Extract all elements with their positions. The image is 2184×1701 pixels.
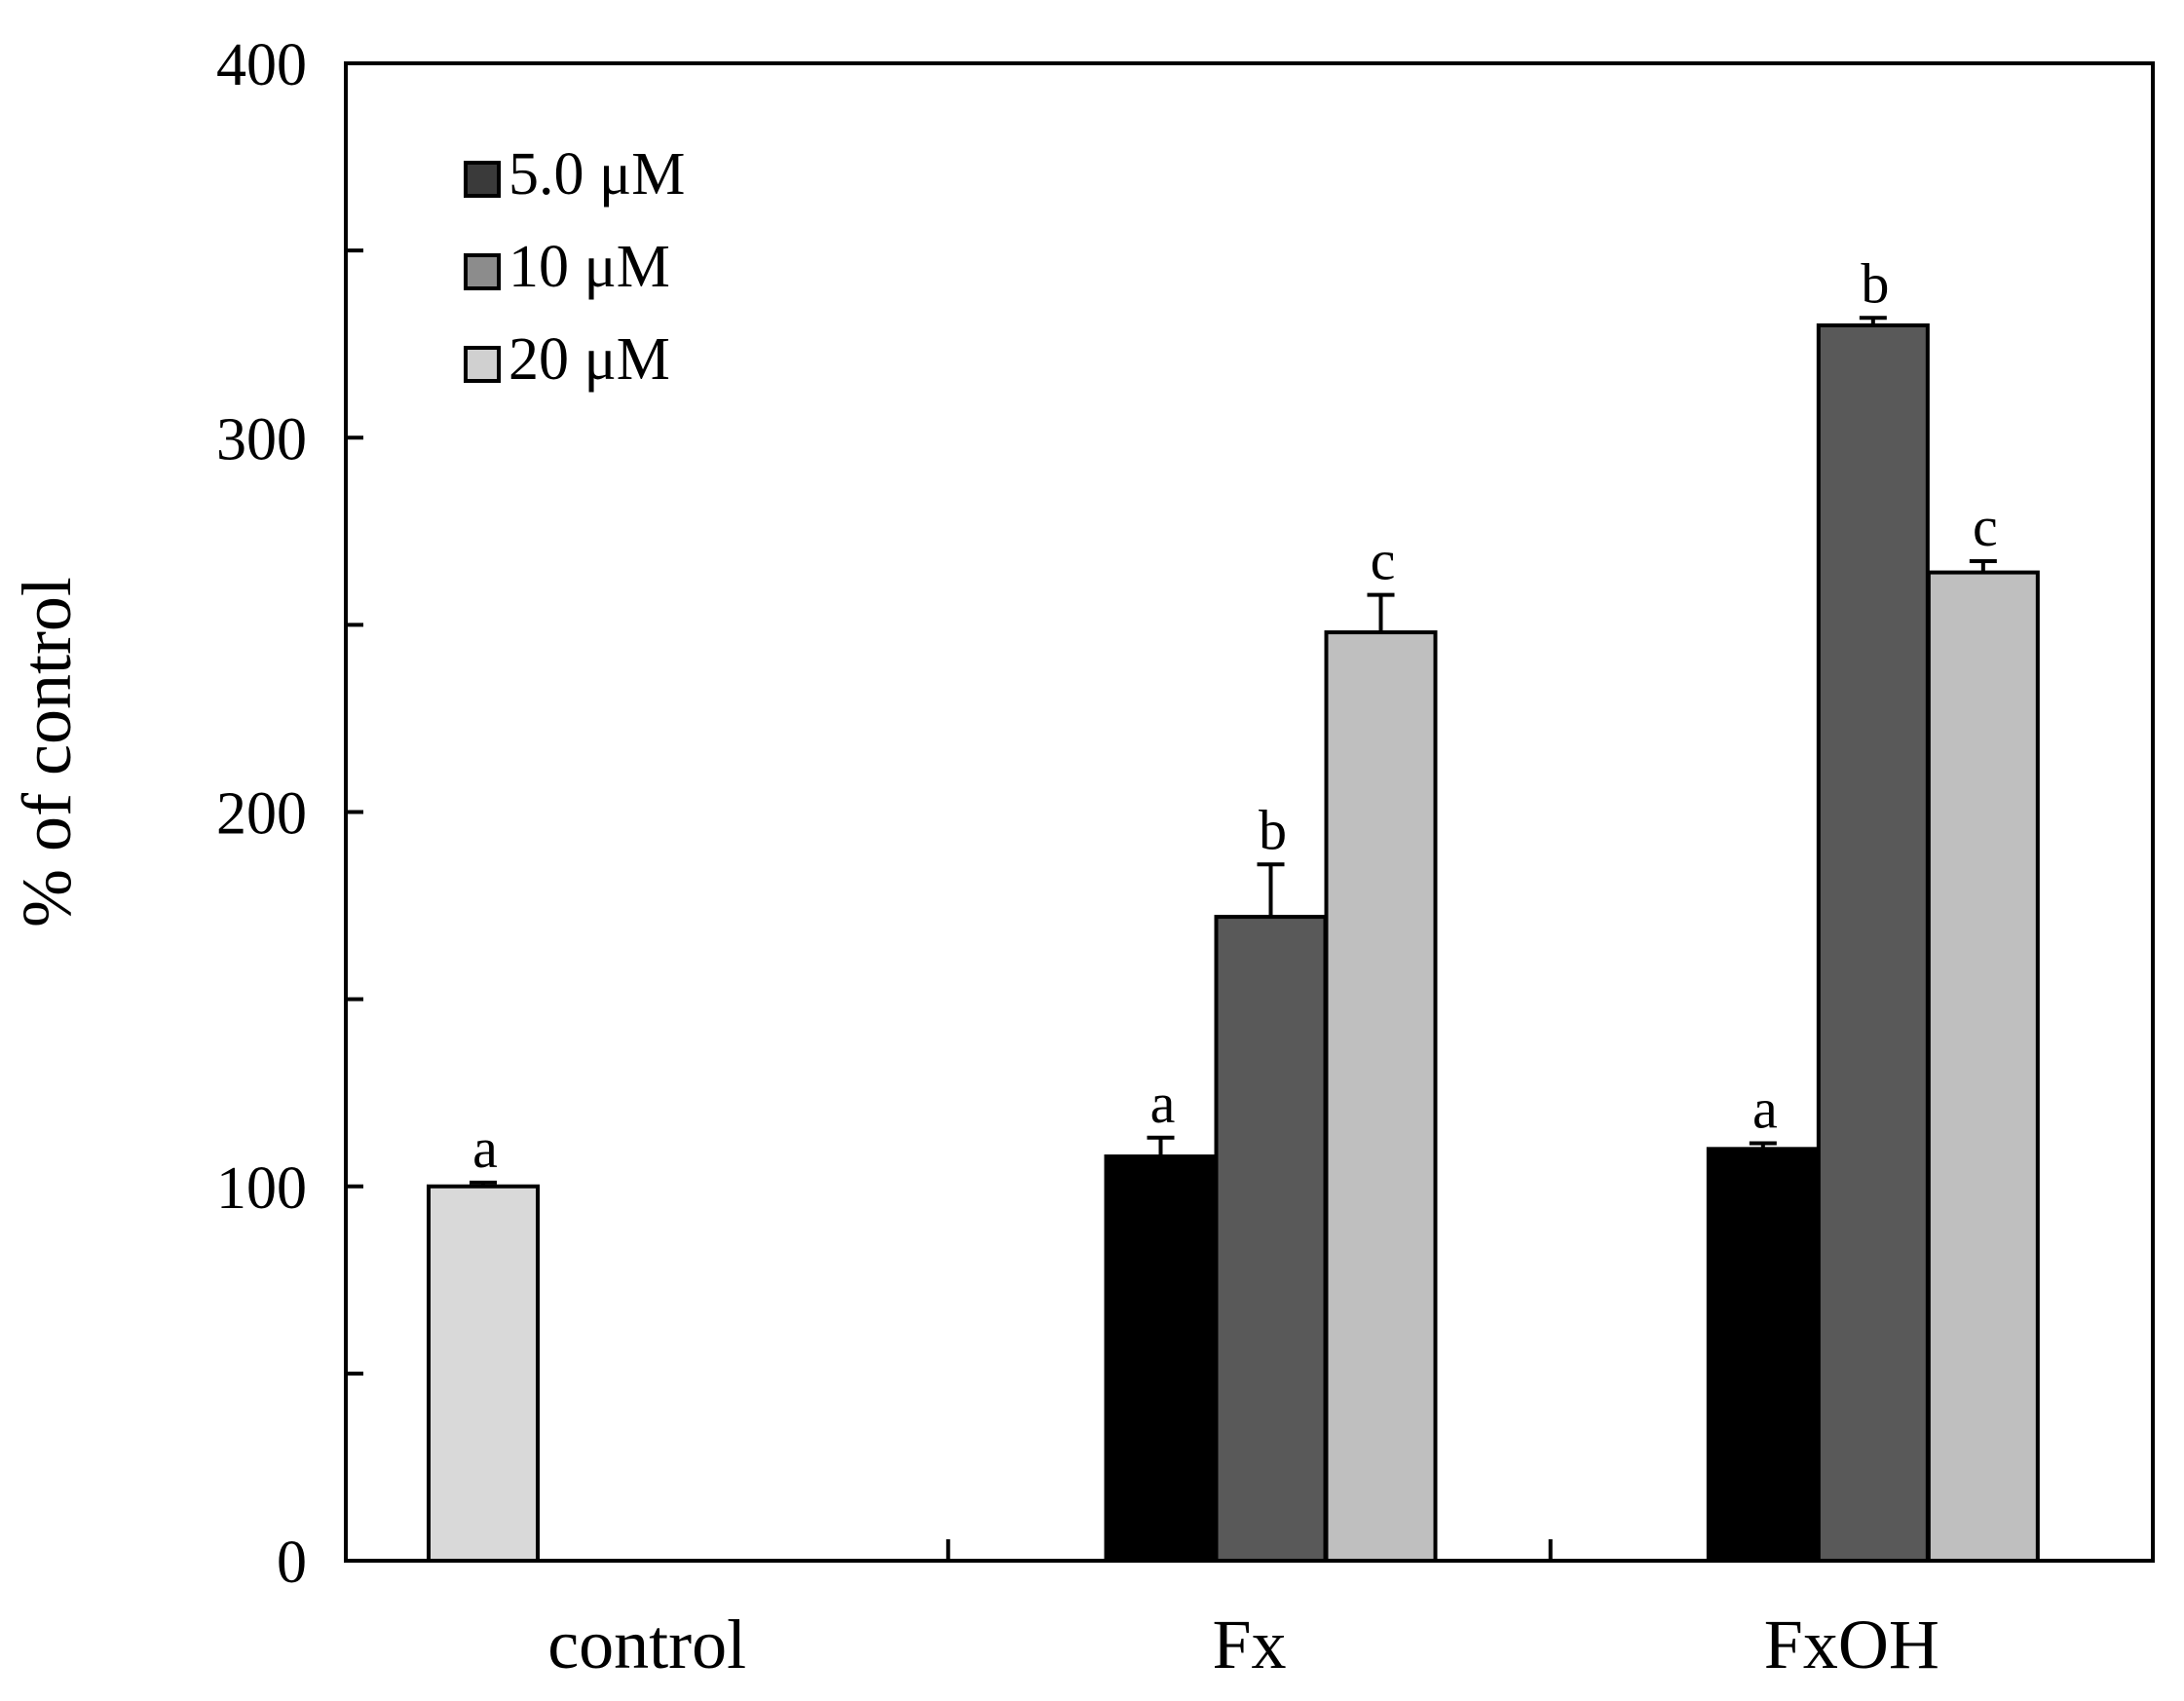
- significance-label: a: [1752, 1077, 1778, 1141]
- bar-fx-series-2: [1214, 915, 1328, 1563]
- significance-labels-layer: a a b c a b c: [472, 251, 1998, 1180]
- legend-label: 5.0 μM: [508, 141, 685, 208]
- error-bars-layer: [470, 316, 1997, 1187]
- significance-label: a: [1150, 1072, 1176, 1135]
- significance-label: c: [1371, 529, 1396, 592]
- axes-layer: 0 100 200 300 400 control Fx FxOH: [216, 32, 2155, 1683]
- significance-label: c: [1973, 495, 1998, 558]
- y-tick-label: 400: [216, 32, 307, 98]
- x-category-label: Fx: [1212, 1606, 1286, 1683]
- legend-swatch: [464, 253, 501, 290]
- legend-label: 10 μM: [508, 234, 670, 300]
- significance-label: b: [1861, 251, 1889, 315]
- significance-label: a: [472, 1116, 498, 1180]
- bar-fxoh-series-1: [1706, 1147, 1820, 1563]
- legend-swatch: [464, 346, 501, 383]
- bar-fxoh-series-3: [1926, 570, 2040, 1563]
- y-axis-title: % of control: [8, 577, 86, 927]
- y-tick-label: 0: [277, 1530, 307, 1596]
- y-tick-label: 100: [216, 1155, 307, 1222]
- bars-layer: [427, 322, 2040, 1564]
- legend-swatch: [464, 161, 501, 198]
- legend: 5.0 μM 10 μM 20 μM: [464, 141, 685, 393]
- significance-label: b: [1259, 798, 1287, 861]
- x-category-label: FxOH: [1764, 1606, 1939, 1683]
- bar-fx-series-3: [1324, 630, 1438, 1563]
- legend-label: 20 μM: [508, 326, 670, 393]
- bar-control: [427, 1184, 540, 1563]
- y-tick-label: 200: [216, 781, 307, 848]
- y-tick-label: 300: [216, 406, 307, 472]
- x-category-label: control: [547, 1606, 746, 1683]
- bar-fxoh-series-2: [1816, 322, 1930, 1564]
- bar-fx-series-1: [1104, 1154, 1218, 1563]
